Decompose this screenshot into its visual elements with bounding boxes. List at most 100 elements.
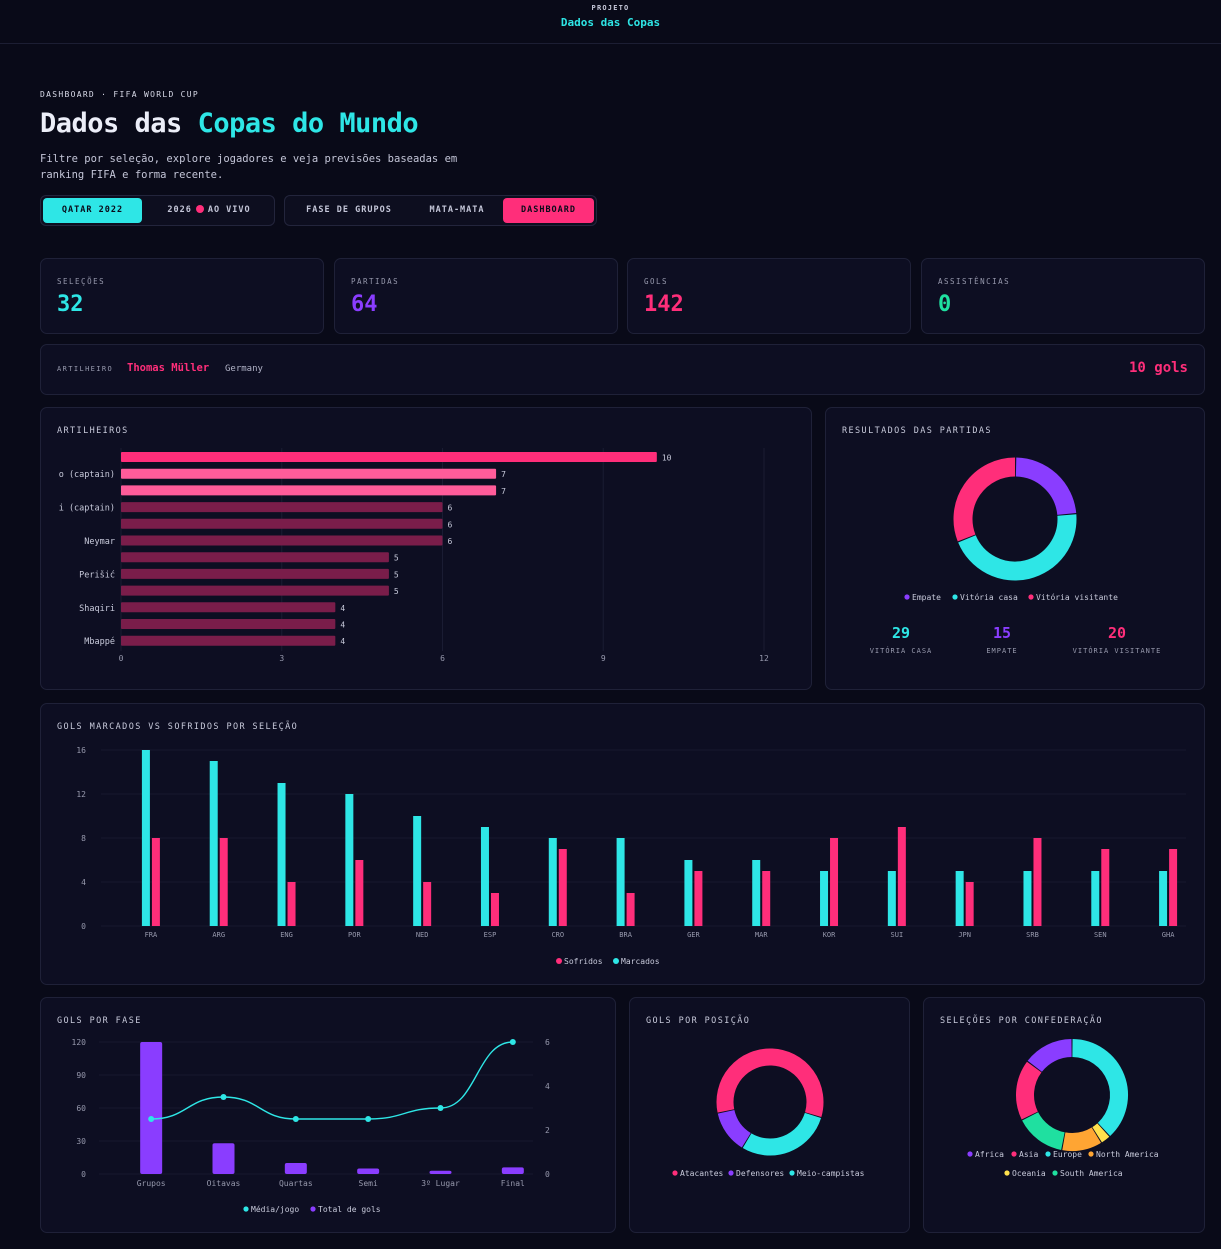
tab-groups[interactable]: FASE DE GRUPOS (306, 205, 392, 215)
bar-total-gols (140, 1042, 163, 1174)
legend-swatch (613, 958, 619, 964)
legend-swatch (1028, 594, 1034, 600)
line-point (292, 1116, 299, 1122)
page-description: Filtre por seleção, explore jogadores e … (40, 153, 458, 181)
bar-sofridos (897, 827, 906, 926)
bar-sofridos (355, 860, 364, 926)
y-tick-label: 0 (81, 1170, 86, 1179)
tab-dashboard[interactable]: DASHBOARD (503, 198, 594, 223)
bar (121, 485, 497, 496)
data-label: 5 (394, 570, 399, 579)
bar-sofridos (626, 893, 635, 926)
y-tick-label: 120 (72, 1038, 87, 1047)
scorers-chart: 0 3 6 9 12 10 7 o (captain) 7 6 i (captain) 6 6 Neyma… (59, 448, 769, 663)
legend-swatch (1011, 1151, 1017, 1157)
y-tick-label: Mbappé (84, 636, 115, 647)
bar-sofridos (423, 882, 432, 926)
bar-marcados (277, 783, 286, 926)
bar-sofridos (1169, 849, 1178, 926)
legend-swatch (967, 1151, 973, 1157)
position-panel: GOLS POR POSIÇÃO Atacantes Defensores Meio… (629, 997, 910, 1233)
top-scorer-card: ARTILHEIRO Thomas Müller Germany 10 gols (40, 344, 1205, 395)
legend-label: Atacantes (680, 1169, 724, 1178)
stat-value: 32 (57, 292, 84, 317)
x-tick-label: 3 (279, 654, 284, 663)
bar-marcados (1159, 871, 1168, 926)
data-label: 6 (448, 504, 453, 513)
bar-marcados (955, 871, 964, 926)
pie-slice (1062, 1127, 1101, 1151)
pie-slice (717, 1109, 752, 1148)
position-chart: Atacantes Defensores Meio-campistas (672, 1048, 865, 1178)
panel-title: GOLS MARCADOS VS SOFRIDOS POR SELEÇÃO (57, 722, 299, 732)
view-tabs: FASE DE GRUPOS MATA-MATA DASHBOARD (284, 195, 597, 226)
qatar-2022-button[interactable]: QATAR 2022 (43, 198, 142, 223)
panel-title: SELEÇÕES POR CONFEDERAÇÃO (940, 1016, 1103, 1026)
x-tick-label: 12 (759, 654, 769, 663)
result-caption-draw: EMPATE (986, 647, 1018, 655)
legend-swatch (952, 594, 958, 600)
legend-swatch (1088, 1151, 1094, 1157)
pie-slice (1071, 1039, 1128, 1136)
data-label: 6 (448, 537, 453, 546)
bar-sofridos (965, 882, 974, 926)
bar-sofridos (219, 838, 228, 926)
line-point (509, 1039, 516, 1045)
legend-swatch (728, 1170, 734, 1176)
bar-marcados (887, 871, 896, 926)
project-name[interactable]: Dados das Copas (560, 16, 661, 29)
y-tick-label: 90 (76, 1071, 86, 1080)
bar (121, 635, 336, 646)
phase-panel: GOLS POR FASE 0 30 60 90 120 0 2 4 6 Grupos Oitava… (40, 997, 616, 1233)
pie-slice (958, 514, 1077, 581)
bar (121, 602, 336, 613)
pie-slice (1015, 457, 1077, 516)
pie-slice (716, 1048, 824, 1117)
stat-label: PARTIDAS (351, 277, 400, 286)
top-scorer-label: ARTILHEIRO (57, 365, 114, 373)
bar-total-gols (284, 1163, 307, 1174)
result-value-away: 20 (1107, 624, 1127, 642)
x-tick-label: 0 (119, 654, 124, 663)
bar-sofridos (1033, 838, 1042, 926)
legend-label: Asia (1019, 1150, 1038, 1159)
live-2026-button[interactable]: 2026 AO VIVO (145, 198, 273, 223)
legend-label: Defensores (736, 1169, 784, 1178)
bar (121, 535, 443, 546)
pie-slice (1027, 1039, 1073, 1073)
title-accent: Copas do Mundo (197, 108, 419, 139)
bar-total-gols (212, 1143, 235, 1174)
legend-label: Europe (1053, 1150, 1082, 1159)
data-label: 7 (501, 470, 506, 479)
bar-sofridos (287, 882, 296, 926)
tab-knockout[interactable]: MATA-MATA (429, 205, 485, 215)
results-chart: Empate Vitória casa Vitória visitante (904, 457, 1118, 602)
bar (121, 502, 443, 513)
x-tick-label: 6 (440, 654, 445, 663)
panel-title: GOLS POR FASE (57, 1016, 142, 1026)
legend-label: Vitória casa (960, 592, 1018, 602)
project-kicker: PROJETO (591, 4, 630, 12)
live-label: AO VIVO (207, 205, 251, 215)
stat-label: GOLS (644, 277, 669, 286)
bar (121, 585, 389, 596)
panel-title: RESULTADOS DAS PARTIDAS (842, 426, 992, 436)
x-tick-label: MAR (755, 931, 768, 939)
bar-marcados (684, 860, 693, 926)
bar-sofridos (490, 893, 499, 926)
result-caption-away: VITÓRIA VISITANTE (1072, 647, 1162, 655)
x-tick-label: JPN (958, 931, 971, 939)
bar-marcados (820, 871, 829, 926)
bar-total-gols (357, 1168, 380, 1174)
y2-tick-label: 6 (545, 1038, 550, 1047)
bar-marcados (480, 827, 489, 926)
data-label: 5 (394, 554, 399, 563)
top-scorer-name[interactable]: Thomas Müller (127, 362, 210, 374)
line-point (437, 1105, 444, 1111)
stat-card-goals: GOLS 142 (627, 258, 911, 334)
data-label: 4 (340, 621, 345, 630)
pie-slice (953, 457, 1016, 542)
scorers-panel: ARTILHEIROS 0 3 6 9 12 10 7 o (captain) 7 6 i (cap… (40, 407, 812, 690)
bar-sofridos (830, 838, 839, 926)
stat-card-matches: PARTIDAS 64 (334, 258, 618, 334)
